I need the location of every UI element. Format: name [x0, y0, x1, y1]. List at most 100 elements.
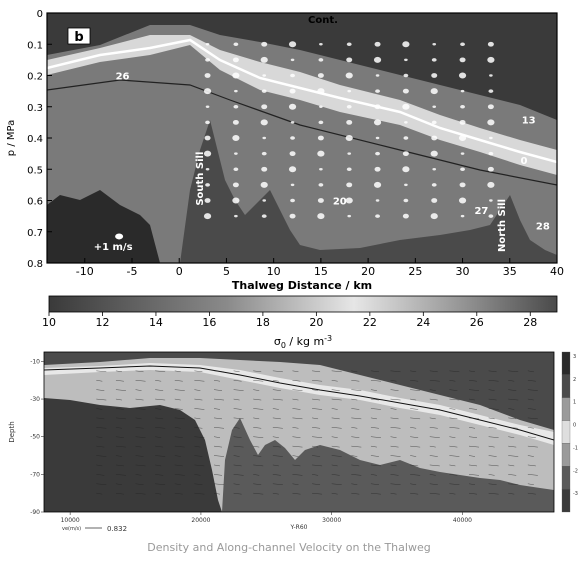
velocity-dot: [261, 151, 267, 156]
velocity-arrow: [527, 492, 536, 495]
velocity-dot: [460, 152, 465, 155]
velocity-arrow: [292, 483, 299, 486]
velocity-arrow: [331, 464, 338, 467]
velocity-arrow: [96, 389, 105, 391]
velocity-dot: [347, 214, 352, 218]
velocity-arrow: [194, 389, 201, 391]
corner-label: Cont.: [308, 15, 338, 26]
velocity-dot: [432, 43, 437, 46]
velocity-arrow: [449, 398, 460, 401]
velocity-arrow: [253, 427, 262, 429]
velocity-arrow: [96, 370, 107, 373]
velocity-dot: [290, 198, 295, 203]
velocity-arrow: [410, 483, 417, 486]
bottom-x-tick-label: 40000: [453, 517, 472, 524]
bottom-y-tick-label: -90: [30, 509, 40, 516]
velocity-arrow: [312, 436, 323, 438]
top-y-tick-label: 0.5: [27, 165, 43, 176]
velocity-dot: [403, 198, 409, 203]
velocity-dot: [260, 181, 268, 188]
velocity-dot: [487, 166, 494, 172]
velocity-arrow: [390, 483, 401, 486]
velocity-arrow: [96, 464, 103, 467]
velocity-arrow: [468, 370, 476, 373]
velocity-arrow: [194, 370, 203, 373]
velocity-dot: [203, 88, 212, 95]
velocity-arrow: [115, 464, 124, 467]
velocity-arrow: [508, 417, 517, 420]
velocity-arrow: [390, 408, 397, 410]
top-y-ticks: 0 0.1 0.2 0.3 0.4 0.5 0.6 0.7 0.8: [27, 9, 52, 270]
velocity-arrow: [351, 464, 360, 467]
velocity-arrow: [115, 398, 122, 401]
velocity-arrow: [351, 436, 360, 438]
velocity-arrow: [449, 483, 460, 486]
velocity-arrow: [233, 417, 244, 420]
velocity-arrow: [410, 474, 421, 476]
velocity-arrow: [194, 408, 205, 410]
bottom-colorbar-tick-label: 3: [573, 354, 576, 360]
bottom-topography-west: [47, 190, 160, 263]
velocity-arrow: [527, 483, 534, 486]
velocity-dot: [487, 41, 494, 47]
velocity-arrow: [155, 398, 166, 401]
velocity-arrow: [488, 445, 495, 448]
velocity-arrow: [155, 408, 162, 410]
velocity-arrow: [155, 417, 164, 420]
velocity-arrow: [135, 370, 144, 373]
velocity-arrow: [429, 417, 436, 420]
velocity-dot: [432, 105, 437, 108]
velocity-arrow: [488, 492, 499, 495]
velocity-arrow: [331, 389, 340, 391]
velocity-dot: [204, 73, 211, 78]
colorbar-tick-label: 22: [363, 316, 377, 329]
velocity-arrow: [370, 427, 379, 429]
velocity-arrow: [155, 379, 162, 382]
colorbar-ticks: 10 12 14 16 18 20 22 24 26 28: [42, 312, 537, 329]
velocity-dot: [319, 168, 323, 171]
velocity-arrow: [370, 408, 381, 410]
sill-label: North Sill: [497, 199, 508, 252]
velocity-arrow: [174, 492, 183, 495]
velocity-arrow: [312, 417, 319, 420]
velocity-arrow: [331, 427, 342, 429]
velocity-dot: [346, 104, 352, 109]
velocity-arrow: [449, 389, 458, 391]
velocity-arrow: [508, 492, 515, 495]
bottom-x-ticks: 10000 20000 30000 40000: [61, 512, 472, 524]
top-y-tick-label: 0.1: [27, 40, 43, 51]
velocity-arrow: [135, 474, 142, 476]
velocity-arrow: [312, 455, 321, 457]
velocity-arrow: [135, 455, 144, 457]
velocity-arrow: [233, 427, 240, 429]
velocity-arrow: [155, 427, 166, 429]
velocity-arrow: [527, 464, 536, 467]
velocity-arrow: [390, 464, 397, 467]
velocity-arrow: [292, 417, 303, 420]
bottom-topography-sills: [180, 120, 557, 263]
velocity-dot: [232, 135, 240, 141]
velocity-arrow: [272, 370, 283, 373]
velocity-dot: [375, 151, 380, 156]
velocity-dot: [232, 119, 239, 125]
velocity-arrow: [253, 408, 264, 410]
bottom-x-tick-label: 10000: [61, 517, 80, 524]
bottom-colorbar-tick-label: -2: [573, 468, 578, 474]
top-x-tick-label: 15: [314, 265, 328, 278]
velocity-arrow: [527, 474, 538, 476]
velocity-arrow: [194, 417, 201, 420]
velocity-arrow: [390, 427, 401, 429]
contour-label: 0: [520, 156, 527, 167]
bottom-colorbar-segment: [561, 488, 571, 513]
velocity-dot: [346, 182, 353, 188]
velocity-arrow: [292, 436, 301, 438]
velocity-dot: [289, 151, 296, 157]
colorbar-tick-label: 14: [149, 316, 163, 329]
velocity-dot: [402, 88, 409, 94]
velocity-arrow: [390, 370, 401, 373]
top-x-tick-label: 0: [176, 265, 183, 278]
velocity-arrow: [233, 436, 242, 438]
velocity-arrow: [155, 474, 164, 476]
velocity-arrow: [370, 464, 381, 467]
velocity-arrow: [508, 398, 519, 401]
